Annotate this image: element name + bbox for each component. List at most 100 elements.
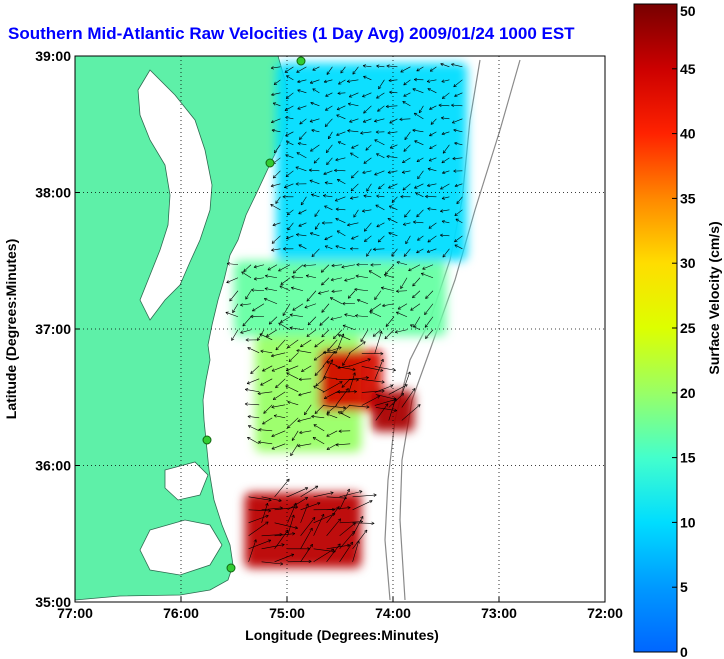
velocity-arrow (271, 404, 286, 409)
velocity-arrow (307, 316, 317, 326)
velocity-arrow (298, 391, 312, 397)
velocity-arrow (412, 290, 421, 299)
velocity-arrow (322, 346, 342, 354)
velocity-arrow (251, 288, 265, 292)
velocity-arrow (226, 262, 239, 266)
velocity-arrow (389, 144, 398, 149)
velocity-arrow (394, 329, 408, 334)
velocity-arrow (401, 170, 411, 174)
velocity-arrow (396, 289, 408, 293)
velocity-arrow (285, 131, 294, 137)
velocity-arrow (441, 196, 450, 200)
velocity-arrow (428, 222, 437, 229)
velocity-arrow (248, 509, 271, 513)
velocity-arrow (413, 220, 424, 224)
bay-water (137, 69, 213, 321)
x-tick-label: 76:00 (163, 605, 199, 621)
velocity-arrow (287, 222, 294, 231)
velocity-arrow (391, 196, 398, 203)
velocity-arrow (331, 263, 343, 268)
velocity-arrow (270, 352, 286, 358)
velocity-arrow (273, 79, 281, 85)
velocity-arrow (338, 429, 351, 433)
velocity-arrow (356, 298, 369, 305)
velocity-arrow (415, 192, 424, 198)
velocity-arrow (298, 244, 307, 250)
velocity-arrow (271, 128, 281, 133)
velocity-arrow (424, 303, 434, 315)
velocity-arrow (341, 264, 356, 269)
velocity-arrow (342, 301, 356, 306)
velocity-arrow (271, 235, 281, 244)
velocity-arrow (300, 339, 312, 348)
velocity-arrow (336, 105, 346, 111)
velocity-arrow (336, 230, 346, 237)
velocity-arrow (320, 264, 330, 273)
land-mass (75, 56, 291, 601)
velocity-arrow (330, 277, 343, 282)
x-axis: 77:00 76:00 75:00 74:00 73:00 72:00 (57, 597, 623, 621)
velocity-arrow (377, 235, 385, 243)
velocity-arrow (296, 349, 312, 354)
velocity-arrow (326, 66, 333, 75)
colorbar-tick-label: 25 (680, 320, 696, 336)
velocity-arrow (298, 222, 307, 227)
velocity-arrow (453, 128, 463, 133)
velocity-arrow (333, 329, 343, 340)
velocity-arrow (306, 329, 317, 337)
velocity-arrow (385, 104, 398, 109)
velocity-arrow (455, 218, 463, 224)
velocity-arrow (334, 196, 346, 202)
colorbar-tick-label: 30 (680, 255, 696, 271)
velocity-arrow (416, 248, 424, 254)
velocity-arrow (372, 329, 382, 337)
velocity-arrow (323, 391, 338, 399)
velocity-arrow (285, 154, 294, 159)
velocity-arrow (298, 209, 307, 215)
velocity-arrow (287, 417, 299, 429)
velocity-arrow (440, 62, 450, 68)
velocity-arrow (286, 235, 294, 240)
velocity-arrow (326, 361, 338, 367)
velocity-arrow (413, 112, 424, 120)
velocity-arrow (271, 365, 286, 372)
velocity-arrow (265, 274, 278, 279)
velocity-arrow (314, 222, 320, 230)
velocity-arrow (414, 77, 424, 82)
velocity-arrow (376, 92, 385, 99)
velocity-arrow (374, 330, 383, 354)
velocity-arrow (374, 170, 385, 176)
velocity-arrow (430, 118, 437, 125)
velocity-arrow (318, 290, 330, 295)
velocity-arrow (397, 303, 408, 310)
velocity-arrow (410, 324, 421, 331)
velocity-arrow (301, 365, 312, 372)
velocity-arrow (382, 303, 395, 308)
velocity-arrow (376, 222, 385, 228)
velocity-arrow (429, 131, 437, 137)
velocity-arrow (383, 273, 395, 279)
velocity-arrow (416, 157, 424, 163)
velocity-arrow (274, 522, 298, 530)
velocity-arrow (322, 405, 347, 410)
velocity-arrow (248, 496, 272, 502)
velocity-arrow (389, 90, 398, 95)
velocity-arrow (261, 543, 285, 550)
velocity-arrow (347, 290, 356, 299)
velocity-arrow (339, 541, 354, 562)
velocity-arrow (335, 207, 346, 211)
velocity-arrow (355, 274, 369, 279)
colorbar-label: Surface Velocity (cm/s) (706, 221, 722, 374)
velocity-arrow (271, 92, 281, 97)
velocity-arrow (313, 157, 320, 164)
velocity-arrow (348, 376, 369, 380)
velocity-arrow (374, 384, 394, 393)
velocity-arrow (363, 194, 372, 198)
velocity-arrow (352, 500, 373, 511)
velocity-arrow (314, 365, 325, 376)
velocity-arrow (400, 277, 408, 289)
colorbar-scale (633, 3, 678, 653)
velocity-arrow (299, 430, 312, 435)
velocity-arrow (260, 349, 273, 354)
velocity-arrow (451, 118, 463, 124)
